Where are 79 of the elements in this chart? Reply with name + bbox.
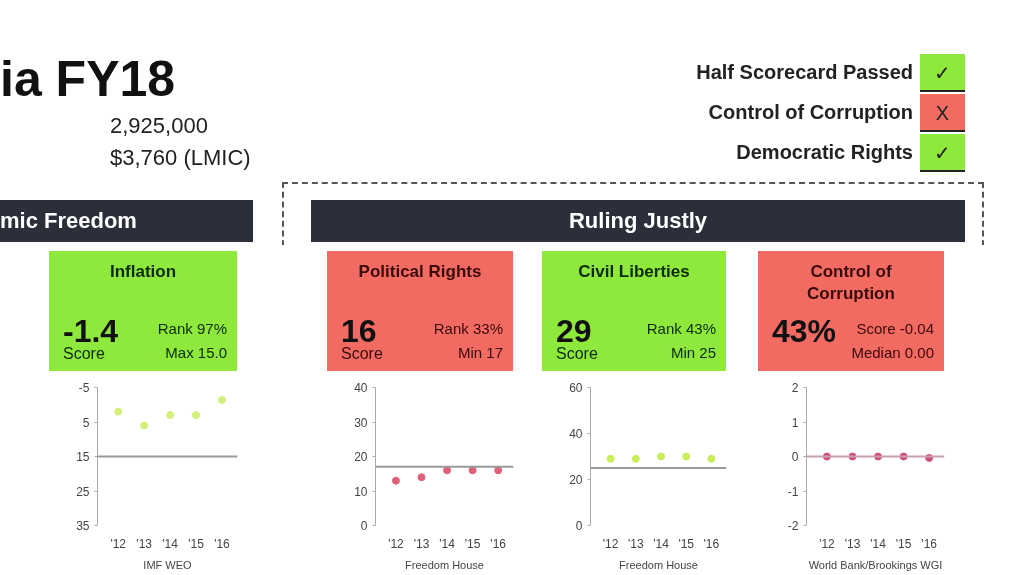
text: Half Scorecard Passed [696, 60, 913, 85]
text: ia FY18 [0, 51, 176, 107]
text: Rank 97% [157, 320, 227, 337]
y-tick-label: 40 [354, 381, 368, 395]
x-tick-label: '14 [439, 536, 456, 551]
x-tick-label: '15 [895, 536, 912, 551]
x-tick-label: '15 [464, 536, 481, 551]
y-tick-label: 0 [360, 519, 368, 533]
text: Median 0.00 [851, 344, 934, 361]
x-tick-label: '14 [162, 536, 179, 551]
text: Ruling Justly [311, 200, 965, 242]
y-tick-label: 2 [791, 381, 799, 395]
x-tick-label: '16 [703, 536, 720, 551]
y-tick-label: 15 [76, 450, 90, 464]
text: World Bank/Brookings WGI [808, 558, 943, 571]
x-tick-label: '15 [188, 536, 205, 551]
x-tick-label: '16 [490, 536, 507, 551]
text: IMF WEO [143, 558, 193, 571]
chart-title: Control of Corruption [806, 261, 896, 305]
y-tick-label: -2 [787, 519, 799, 533]
x-tick-label: '14 [870, 536, 887, 551]
x-tick-label: '16 [214, 536, 231, 551]
text: 43% [772, 312, 837, 351]
x-tick-label: '15 [678, 536, 695, 551]
y-tick-label: -5 [78, 381, 90, 395]
text: Score [556, 344, 598, 364]
y-tick-label: -1 [787, 484, 799, 499]
text: 2,925,000 [110, 112, 208, 140]
x-tick-label: '12 [110, 536, 127, 551]
y-tick-label: 0 [575, 519, 583, 533]
point [391, 476, 400, 485]
chart-title: Inflation [108, 261, 178, 283]
x-tick-label: '12 [819, 536, 836, 551]
text: Rank 33% [433, 320, 503, 337]
point [468, 466, 477, 475]
y-tick-label: 40 [569, 427, 583, 441]
y-tick-label: 25 [76, 484, 90, 499]
y-tick-label: 10 [354, 484, 368, 499]
text: Score -0.04 [856, 320, 934, 337]
point [114, 407, 123, 416]
x-tick-label: '13 [844, 536, 861, 551]
text: Rank 43% [646, 320, 716, 337]
y-tick-label: 0 [791, 450, 799, 464]
text: ✓ [920, 54, 965, 92]
x-tick-label: '13 [413, 536, 430, 551]
x-tick-label: '13 [628, 536, 644, 551]
x-tick-label: '14 [653, 536, 670, 551]
chart-title: Political Rights [357, 261, 483, 283]
point [140, 421, 149, 430]
text: Freedom House [619, 558, 698, 571]
text: Freedom House [405, 558, 484, 571]
point [192, 411, 201, 420]
text: Score [63, 344, 105, 364]
text: ✓ [920, 134, 965, 172]
text: Max 15.0 [165, 344, 227, 361]
y-tick-label: 20 [569, 473, 583, 487]
point [417, 473, 426, 482]
text: mic Freedom [0, 200, 253, 242]
text: Score [341, 344, 383, 364]
y-tick-label: 5 [82, 415, 90, 430]
point [217, 395, 226, 404]
point [166, 411, 175, 420]
text: Min 25 [670, 344, 716, 361]
text: $3,760 (LMIC) [110, 144, 251, 172]
x-tick-label: '16 [921, 536, 938, 551]
y-tick-label: 20 [354, 450, 368, 464]
x-tick-label: '13 [136, 536, 153, 551]
x-tick-label: '12 [388, 536, 405, 551]
text: Min 17 [457, 344, 503, 361]
chart-title: Civil Liberties [577, 261, 691, 283]
text: Control of Corruption [708, 100, 913, 125]
y-tick-label: 35 [76, 519, 90, 533]
y-tick-label: 1 [791, 415, 799, 430]
text: X [920, 94, 965, 132]
y-tick-label: 30 [354, 415, 368, 430]
text: Democratic Rights [736, 140, 913, 165]
point [494, 466, 503, 475]
x-tick-label: '12 [602, 536, 619, 551]
y-tick-label: 60 [569, 381, 583, 395]
